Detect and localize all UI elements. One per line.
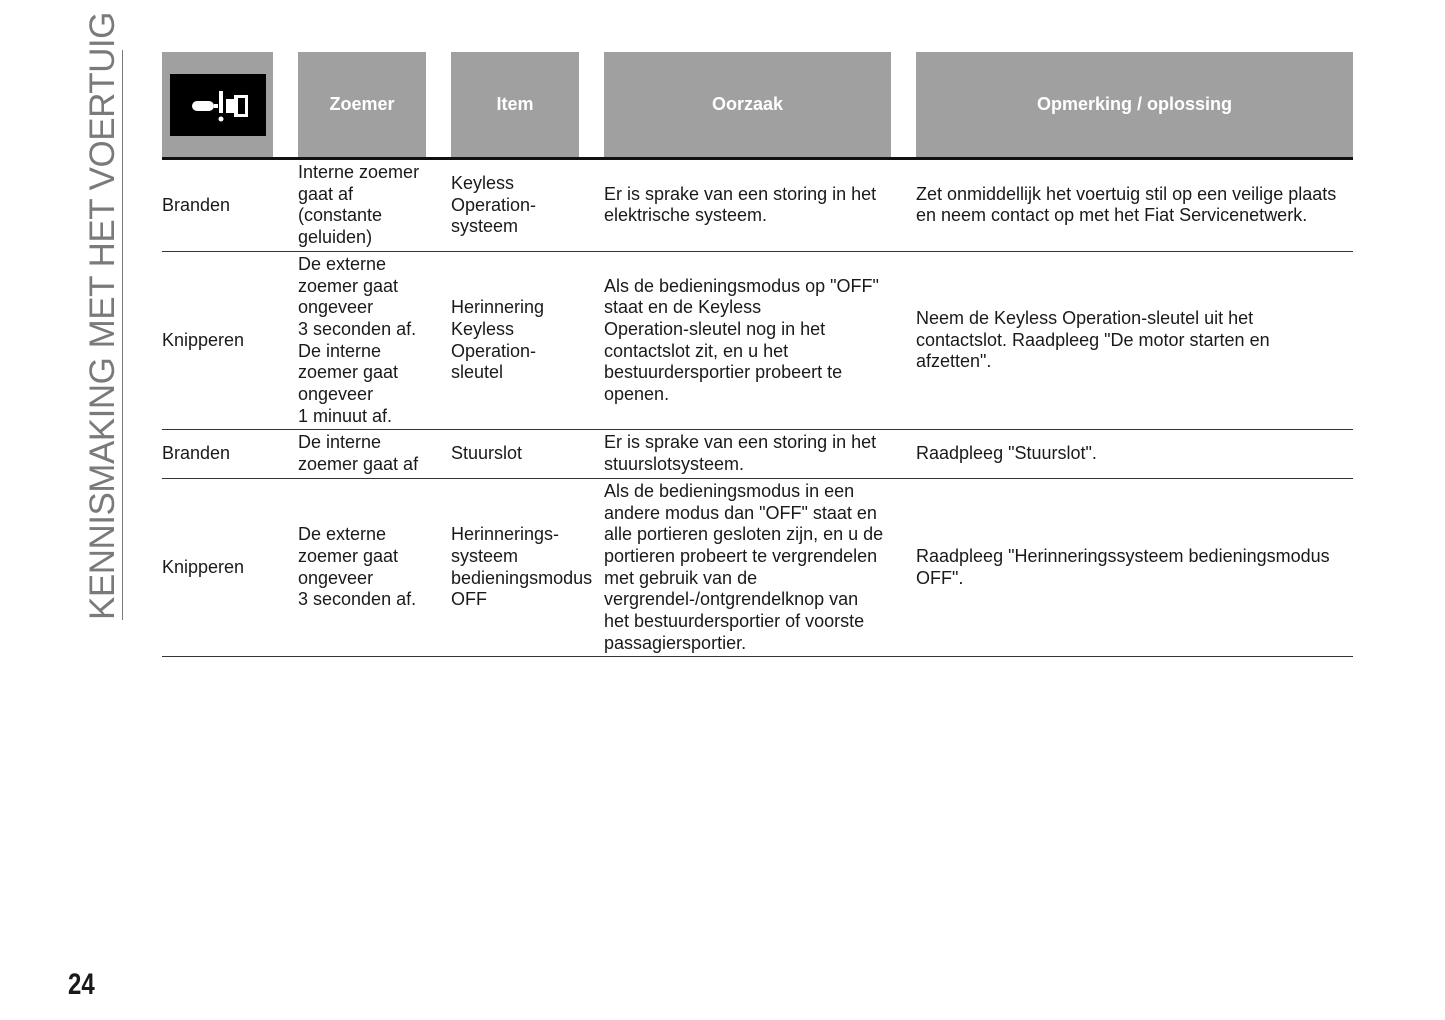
table-row: Knipperen De externe zoemer gaat ongeveer…: [162, 252, 1353, 431]
table-header: Zoemer Item Oorzaak Opmerking / oplossin…: [162, 52, 1353, 160]
table-row: Branden Interne zoemer gaat af (constante…: [162, 160, 1353, 252]
header-icon-cell: [162, 52, 273, 157]
section-title: KENNISMAKING MET HET VOERTUIG: [83, 12, 122, 620]
cell-state: Knipperen: [162, 329, 245, 350]
page-number: 24: [68, 968, 95, 1001]
header-opmerking: Opmerking / oplossing: [916, 52, 1353, 157]
header-item: Item: [451, 52, 579, 157]
cell-opmerking: Raadpleeg "Herinneringssysteem bediening…: [916, 545, 1330, 588]
cell-opmerking: Raadpleeg "Stuurslot".: [916, 443, 1097, 464]
cell-state: Branden: [162, 194, 231, 215]
cell-zoemer: De externe zoemer gaat ongeveer 3 second…: [298, 253, 417, 426]
cell-state: Branden: [162, 443, 231, 464]
table-row: Branden De interne zoemer gaat af Stuurslo…: [162, 430, 1353, 479]
cell-zoemer: De externe zoemer gaat ongeveer 3 second…: [298, 524, 417, 610]
cell-opmerking: Zet onmiddellijk het voertuig stil op ee…: [916, 183, 1337, 226]
section-divider: [122, 50, 123, 620]
header-zoemer: Zoemer: [298, 52, 426, 157]
cell-item: Stuurslot: [451, 443, 523, 464]
cell-oorzaak: Als de bedieningsmodus in een andere mod…: [604, 480, 884, 653]
cell-state: Knipperen: [162, 556, 245, 577]
warning-table: Zoemer Item Oorzaak Opmerking / oplossin…: [162, 52, 1353, 658]
cell-oorzaak: Er is sprake van een storing in het elek…: [604, 183, 877, 226]
cell-oorzaak: Als de bedieningsmodus op "OFF" staat en…: [604, 275, 879, 405]
cell-item: Herinnering Keyless Operation- sleutel: [451, 297, 545, 383]
cell-item: Herinnerings- systeem bedieningsmodus OF…: [451, 524, 593, 610]
table-row: Knipperen De externe zoemer gaat ongeveer…: [162, 479, 1353, 658]
cell-opmerking: Neem de Keyless Operation-sleutel uit he…: [916, 308, 1270, 372]
cell-zoemer: De interne zoemer gaat af: [298, 432, 419, 475]
seatbelt-warning-icon: [169, 73, 266, 136]
cell-oorzaak: Er is sprake van een storing in het stuu…: [604, 432, 877, 475]
cell-item: Keyless Operation- systeem: [451, 172, 537, 237]
cell-zoemer: Interne zoemer gaat af (constante geluid…: [298, 162, 420, 248]
header-oorzaak: Oorzaak: [604, 52, 891, 157]
